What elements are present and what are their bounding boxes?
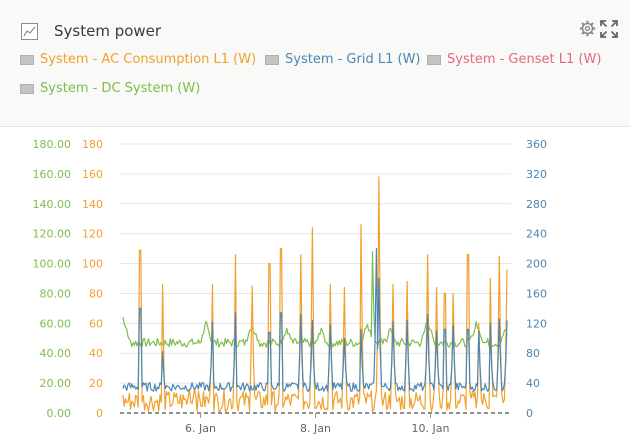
y-tick-label: 160 bbox=[526, 287, 547, 300]
y-tick-label: 0.00 bbox=[47, 407, 72, 420]
chart-icon bbox=[21, 23, 38, 40]
legend-item-dc-system[interactable]: System - DC System (W) bbox=[20, 81, 200, 96]
expand-icon[interactable] bbox=[600, 20, 618, 38]
x-tick-label: 8. Jan bbox=[300, 422, 331, 435]
y-tick-label: 100 bbox=[82, 258, 103, 271]
gear-icon[interactable] bbox=[579, 20, 596, 37]
y-tick-label: 140 bbox=[82, 198, 103, 211]
y-tick-label: 160 bbox=[82, 168, 103, 181]
legend-swatch bbox=[427, 54, 441, 65]
legend-label: System - AC Consumption L1 (W) bbox=[40, 52, 257, 67]
y-tick-label: 60.00 bbox=[40, 317, 72, 330]
x-tick-label: 6. Jan bbox=[185, 422, 216, 435]
legend-label: System - DC System (W) bbox=[40, 81, 201, 96]
legend-item-ac-consumption[interactable]: System - AC Consumption L1 (W) bbox=[20, 52, 256, 67]
widget-title: System power bbox=[54, 22, 162, 40]
power-chart[interactable]: 180.00 160.00 140.00 120.00 100.00 80.00 60.00… bbox=[0, 127, 630, 446]
series-line-ac-consumption bbox=[122, 176, 508, 413]
y-tick-label: 20 bbox=[89, 377, 103, 390]
y-tick-label: 120.00 bbox=[33, 228, 72, 241]
y-tick-label: 200 bbox=[526, 258, 547, 271]
y-tick-label: 40 bbox=[89, 347, 103, 360]
y-tick-label: 140.00 bbox=[33, 198, 72, 211]
y-tick-label: 40.00 bbox=[40, 347, 72, 360]
y-tick-label: 0 bbox=[96, 407, 103, 420]
y-tick-label: 80.00 bbox=[40, 287, 72, 300]
y-tick-label: 120 bbox=[82, 228, 103, 241]
y-tick-label: 60 bbox=[89, 317, 103, 330]
y-tick-label: 100.00 bbox=[33, 258, 72, 271]
y-tick-label: 80 bbox=[526, 347, 540, 360]
legend-swatch bbox=[20, 54, 34, 65]
legend-swatch bbox=[20, 83, 34, 94]
legend-label: System - Genset L1 (W) bbox=[447, 52, 602, 67]
y-tick-label: 20.00 bbox=[40, 377, 72, 390]
legend-item-grid[interactable]: System - Grid L1 (W) bbox=[265, 52, 421, 67]
y-tick-label: 0 bbox=[526, 407, 533, 420]
y-tick-label: 160.00 bbox=[33, 168, 72, 181]
y-tick-label: 40 bbox=[526, 377, 540, 390]
legend-item-genset[interactable]: System - Genset L1 (W) bbox=[427, 52, 601, 67]
y-tick-label: 120 bbox=[526, 317, 547, 330]
y-tick-label: 360 bbox=[526, 138, 547, 151]
legend-label: System - Grid L1 (W) bbox=[285, 52, 421, 67]
widget-header: System power System - AC Consumption L1 … bbox=[0, 0, 630, 127]
series-line-dc-system bbox=[122, 250, 508, 348]
x-tick-label: 10. Jan bbox=[412, 422, 450, 435]
y-tick-label: 80 bbox=[89, 287, 103, 300]
y-tick-label: 320 bbox=[526, 168, 547, 181]
legend-swatch bbox=[265, 54, 279, 65]
y-tick-label: 280 bbox=[526, 198, 547, 211]
series-line-grid bbox=[122, 247, 508, 392]
y-tick-label: 240 bbox=[526, 228, 547, 241]
y-tick-label: 180 bbox=[82, 138, 103, 151]
y-tick-label: 180.00 bbox=[33, 138, 72, 151]
